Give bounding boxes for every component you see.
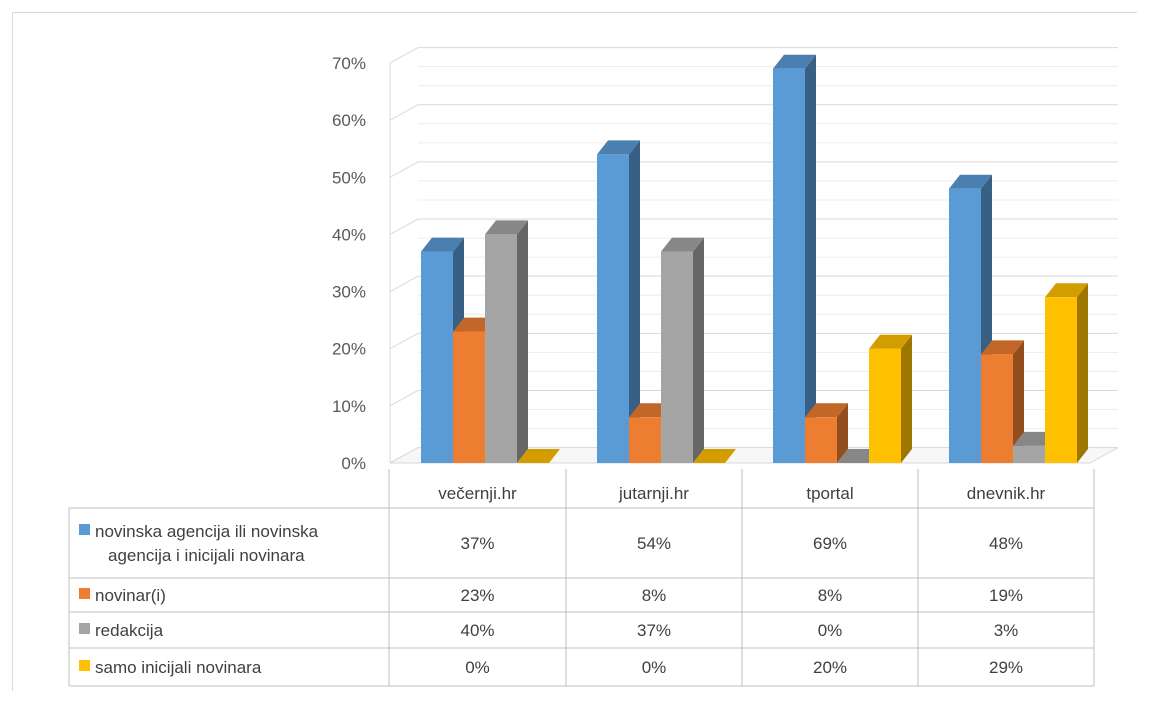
gridline-side (389, 218, 419, 235)
legend-key (79, 660, 90, 671)
bar (629, 417, 661, 463)
data-cell: 23% (460, 586, 494, 605)
category-label: jutarnji.hr (618, 484, 689, 503)
y-tick-label: 40% (332, 225, 366, 244)
bar (773, 68, 805, 463)
bar-top (421, 237, 464, 252)
bar (1013, 445, 1045, 463)
bar (805, 417, 837, 463)
data-cell: 20% (813, 658, 847, 677)
data-cell: 37% (460, 534, 494, 553)
y-tick-label: 30% (332, 283, 366, 302)
y-tick-label: 10% (332, 397, 366, 416)
legend-key (79, 623, 90, 634)
bar (421, 251, 453, 463)
data-cell: 8% (818, 586, 843, 605)
bar-top (1045, 283, 1088, 298)
gridline-side (389, 275, 419, 293)
bar-side (629, 140, 640, 463)
category-label: dnevnik.hr (967, 484, 1046, 503)
y-tick-label: 20% (332, 340, 366, 359)
bar (869, 348, 901, 463)
category-label: večernji.hr (438, 484, 517, 503)
bar-side (901, 334, 912, 463)
bar (949, 188, 981, 463)
bar-side (837, 403, 848, 463)
bar-top (597, 140, 640, 155)
bar-top (805, 403, 848, 418)
bar-top (869, 334, 912, 349)
bar (485, 234, 517, 463)
data-cell: 37% (637, 621, 671, 640)
gridline-side (389, 47, 419, 64)
category-label: tportal (806, 484, 853, 503)
data-cell: 29% (989, 658, 1023, 677)
series-name: agencija i inicijali novinara (108, 546, 305, 565)
gridline-side (389, 332, 419, 350)
bar-side (1077, 283, 1088, 463)
data-cell: 19% (989, 586, 1023, 605)
bar-side (1013, 340, 1024, 463)
gridline-side (389, 390, 419, 407)
bar-side (517, 220, 528, 463)
bar (981, 354, 1013, 463)
series-name: novinska agencija ili novinska (95, 522, 319, 541)
bar-top (949, 174, 992, 189)
bar (597, 154, 629, 463)
gridline-side (389, 161, 419, 178)
gridline-side (389, 104, 419, 121)
legend-key (79, 588, 90, 599)
bar-top (485, 220, 528, 235)
data-cell: 54% (637, 534, 671, 553)
y-tick-label: 60% (332, 111, 366, 130)
bar-side (805, 54, 816, 463)
series-name: novinar(i) (95, 586, 166, 605)
data-cell: 0% (465, 658, 490, 677)
data-cell: 3% (994, 621, 1019, 640)
legend-key (79, 524, 90, 535)
data-cell: 8% (642, 586, 667, 605)
bar (1045, 297, 1077, 463)
bar-top (773, 54, 816, 69)
y-tick-label: 50% (332, 168, 366, 187)
series-name: redakcija (95, 621, 164, 640)
series-name: samo inicijali novinara (95, 658, 262, 677)
data-cell: 40% (460, 621, 494, 640)
bar-top (693, 449, 736, 463)
data-cell: 0% (818, 621, 843, 640)
bar-top (981, 340, 1024, 355)
bar (453, 331, 485, 463)
data-cell: 69% (813, 534, 847, 553)
bar-top (517, 449, 560, 463)
bar-top (661, 237, 704, 252)
data-cell: 0% (642, 658, 667, 677)
bar-side (693, 237, 704, 463)
data-cell: 48% (989, 534, 1023, 553)
bar (661, 251, 693, 463)
y-tick-label: 70% (332, 54, 366, 73)
y-tick-label: 0% (341, 454, 366, 473)
